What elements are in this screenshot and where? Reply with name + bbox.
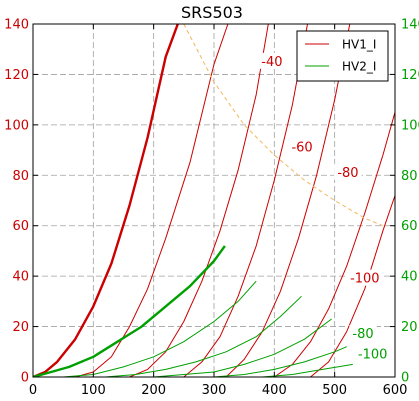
series-line-hv1-neg50 [183, 24, 308, 377]
y-left-tick-label: 140 [4, 18, 29, 33]
legend: HV1_I HV2_I [296, 30, 389, 82]
y-right-tick-label: 40 [401, 270, 418, 285]
annotation-label: -100 [350, 272, 380, 287]
x-tick-label: 600 [383, 383, 408, 398]
annotation-bg [288, 138, 316, 155]
annotation-label: -80 [352, 327, 373, 342]
y-left-tick-label: 120 [4, 68, 29, 83]
series-line-hv2-neg60 [153, 318, 332, 377]
y-left-tick-label: 0 [21, 371, 29, 386]
y-right-tick-label: 140 [401, 18, 419, 33]
y-right-tick-label: 60 [401, 219, 418, 234]
annotation-label: -40 [261, 55, 282, 70]
series-line-hv2-neg100 [262, 363, 353, 377]
annotation-label: -100 [358, 347, 388, 362]
series-line-hv1-neg40 [129, 24, 269, 377]
series-line-hv1-neg60 [225, 24, 351, 377]
series-line-hv1-0 [33, 24, 179, 377]
annotation-bg [347, 269, 383, 286]
series-line-hv1-neg100 [310, 195, 395, 377]
y-left-tick-label: 80 [12, 169, 29, 184]
x-axis-ticks: 0 100 200 300 400 500 600 [29, 24, 408, 398]
annotation-bg [334, 163, 362, 180]
series-line-hv2-neg40 [105, 295, 302, 377]
legend-label: HV1_I [342, 38, 376, 52]
series-line-hv2-neg80 [213, 346, 347, 377]
annotations: -40 -60 -80 -100 -80 -100 [258, 52, 391, 362]
y-axis-right-ticks: 0 20 40 60 80 100 120 140 [390, 18, 419, 386]
series-line-hv1-neg80 [274, 112, 395, 377]
y-right-tick-label: 80 [401, 169, 418, 184]
y-right-tick-label: 20 [401, 320, 418, 335]
x-tick-label: 0 [29, 383, 37, 398]
annotation-bg [349, 325, 377, 342]
x-tick-label: 100 [81, 383, 106, 398]
legend-label: HV2_I [342, 60, 376, 74]
x-tick-label: 500 [322, 383, 347, 398]
annotation-label: -60 [291, 141, 312, 156]
series-line-hv2-neg20 [63, 280, 257, 377]
y-left-tick-label: 40 [12, 270, 29, 285]
annotation-bg [258, 52, 286, 69]
y-left-tick-label: 100 [4, 118, 29, 133]
y-axis-left-ticks: 0 20 40 60 80 100 120 140 [4, 18, 38, 386]
x-tick-label: 200 [141, 383, 166, 398]
legend-box [296, 30, 389, 82]
y-right-tick-label: 120 [401, 68, 419, 83]
y-right-tick-label: 100 [401, 118, 419, 133]
chart-title: SRS503 [181, 3, 243, 22]
y-left-tick-label: 60 [12, 219, 29, 234]
y-right-tick-label: 0 [401, 371, 409, 386]
x-tick-label: 400 [262, 383, 287, 398]
y-left-tick-label: 20 [12, 320, 29, 335]
annotation-bg [355, 345, 391, 362]
series-layer [33, 24, 395, 377]
series-line-hv2-0 [33, 245, 226, 377]
annotation-label: -80 [337, 166, 358, 181]
x-tick-label: 300 [202, 383, 227, 398]
series-line-hv1-neg20 [75, 24, 229, 377]
